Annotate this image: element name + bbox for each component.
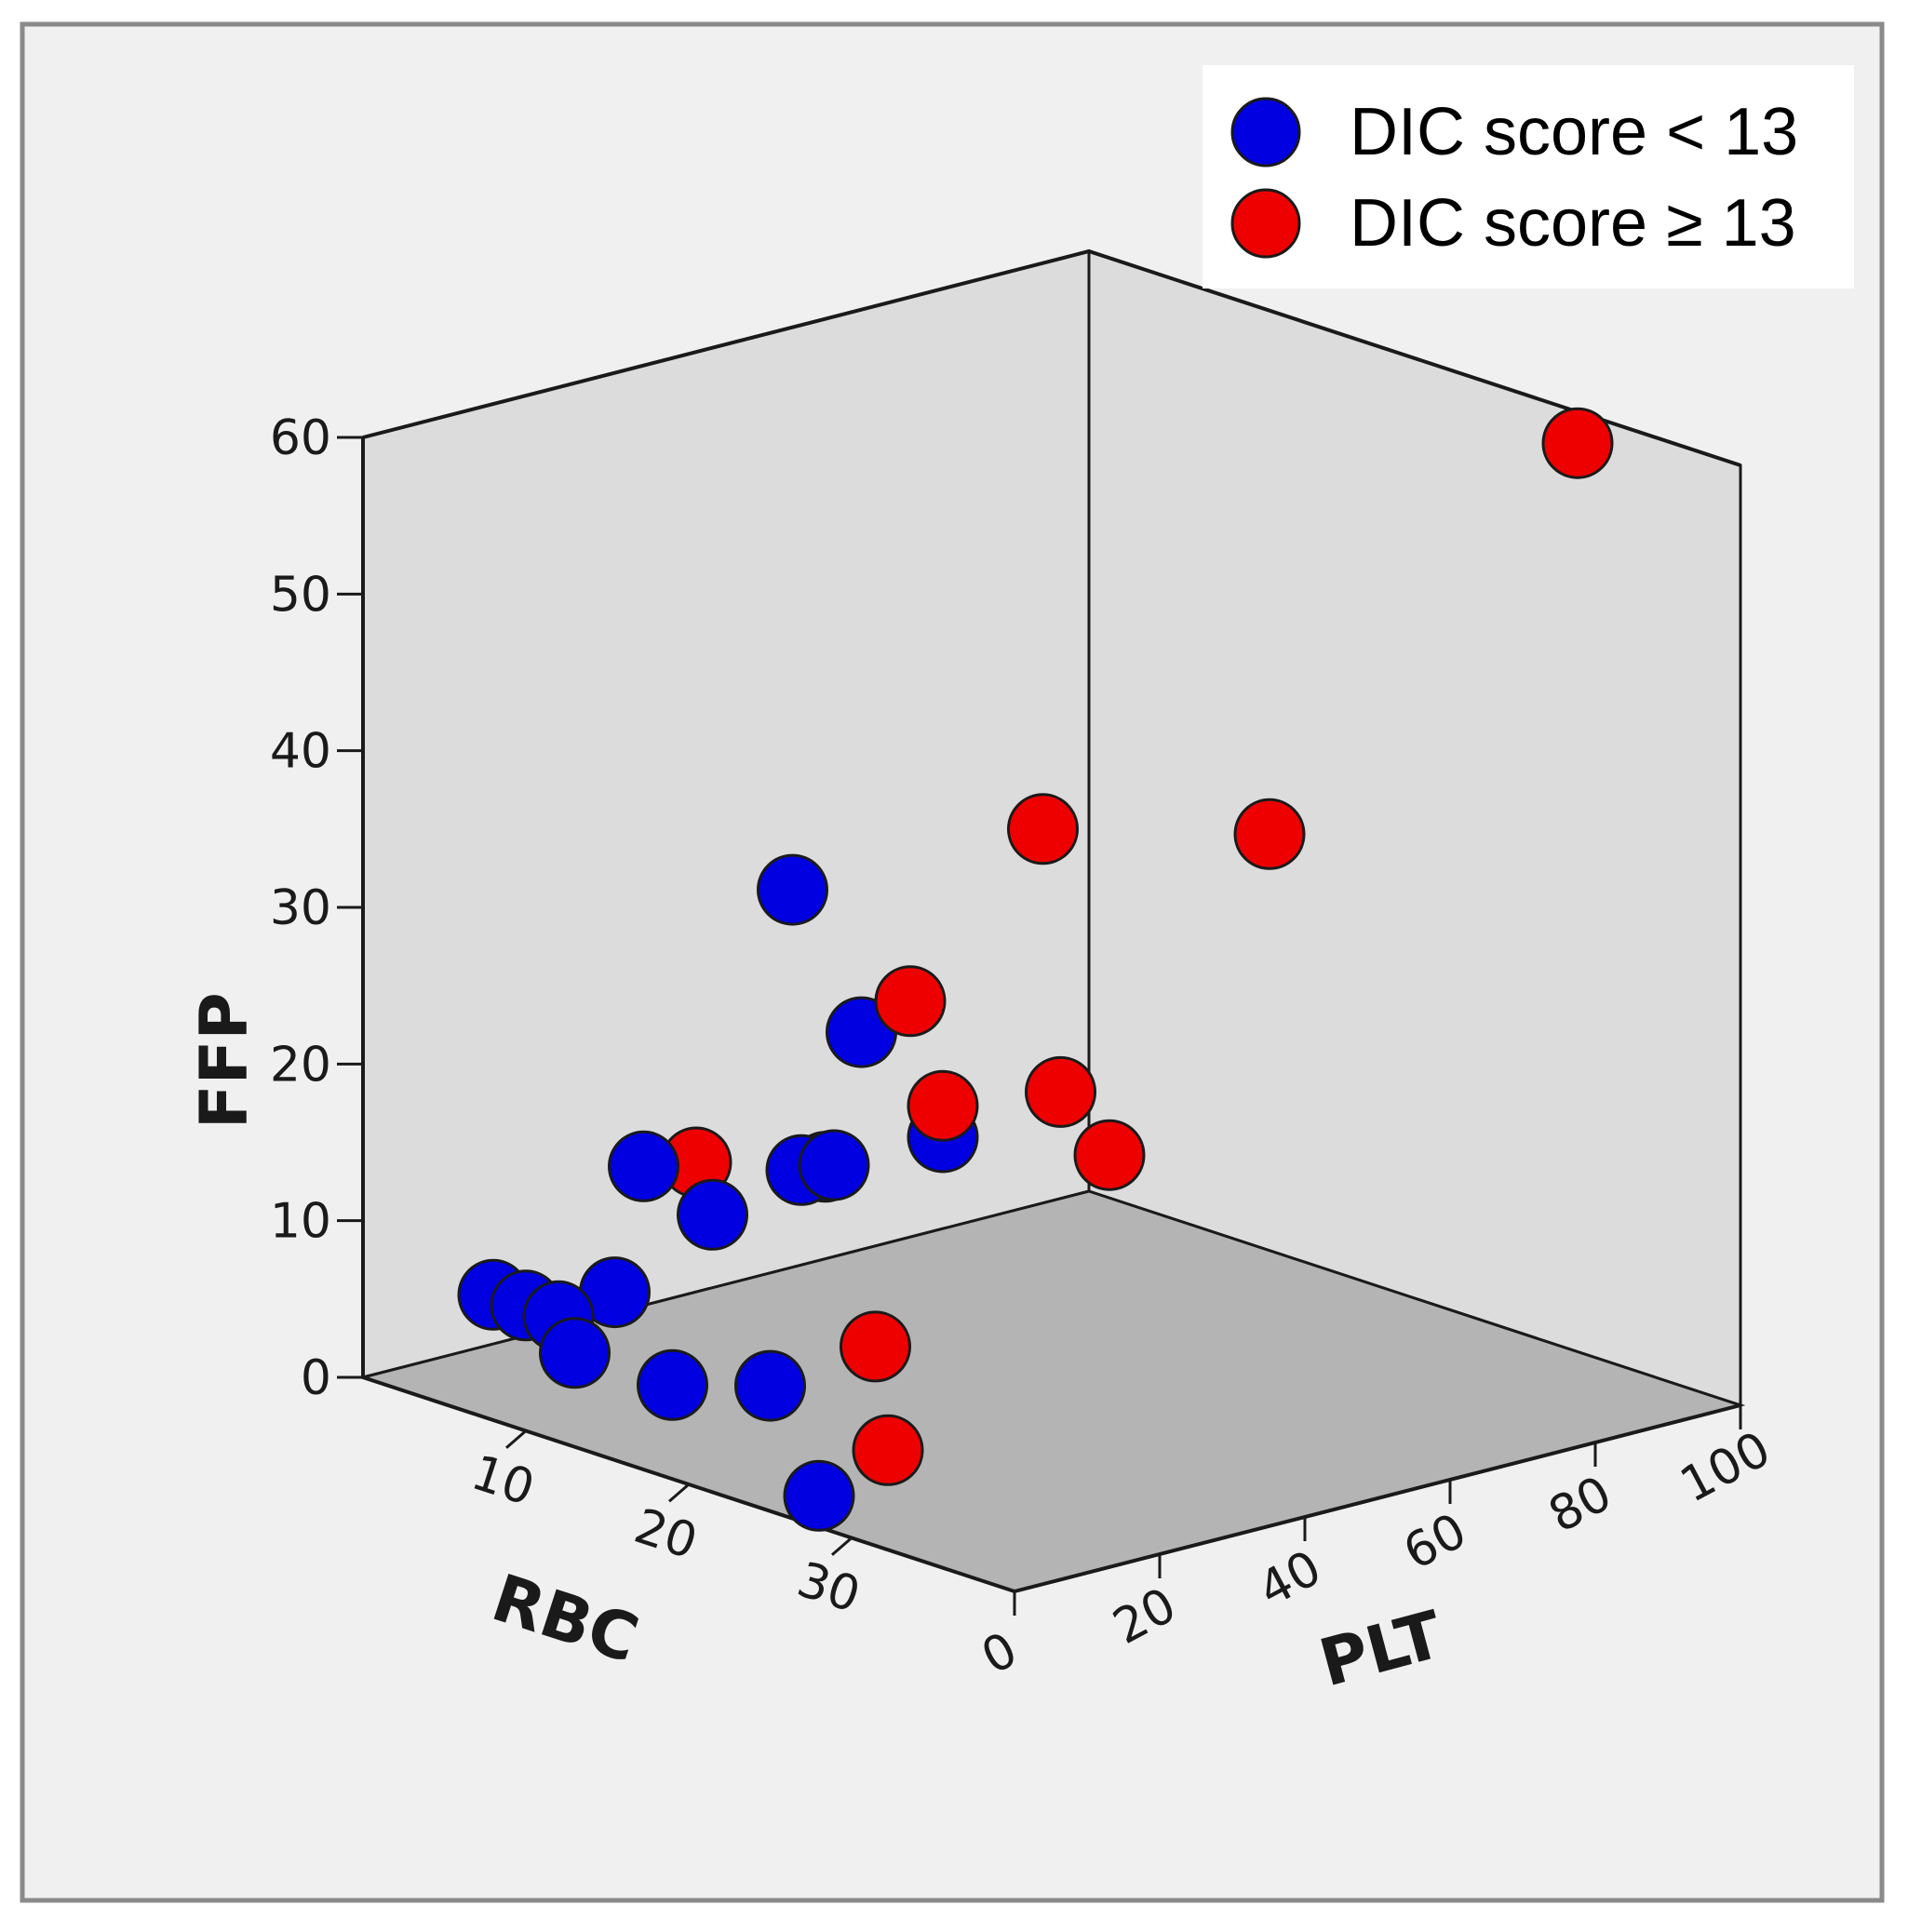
data-point-low [677, 1178, 748, 1251]
ffp-tick-label: 10 [270, 1194, 331, 1250]
plot-box [357, 248, 1746, 1593]
ffp-tick-label: 20 [270, 1037, 331, 1093]
data-point-high [1541, 407, 1614, 479]
data-point-low [734, 1349, 806, 1422]
top-edge [362, 248, 1741, 467]
legend: DIC score < 13 DIC score ≥ 13 [1203, 65, 1854, 288]
data-point-high [840, 1310, 911, 1383]
rbc-tick [505, 1429, 527, 1449]
data-point-high [1073, 1119, 1146, 1191]
ffp-tick-label: 30 [270, 880, 331, 936]
data-point-low [608, 1130, 679, 1202]
ffp-axis-title: FFP [186, 992, 262, 1129]
data-point-high [1233, 798, 1306, 870]
ffp-tick-label: 60 [270, 410, 331, 466]
data-point-high [852, 1414, 924, 1486]
data-point-low [798, 1129, 870, 1201]
rbc-tick [831, 1536, 853, 1556]
ffp-tick-label: 0 [301, 1350, 331, 1406]
ffp-tick-label: 40 [270, 724, 331, 780]
legend-box [1203, 65, 1854, 288]
data-points [457, 407, 1614, 1532]
data-point-low [757, 853, 828, 926]
data-point-low [539, 1317, 611, 1389]
data-point-high [874, 965, 947, 1038]
legend-label-high: DIC score ≥ 13 [1350, 186, 1796, 261]
rbc-tick [668, 1483, 690, 1503]
plt-axis-line [1014, 1403, 1741, 1593]
data-point-low [783, 1459, 855, 1532]
legend-marker-low [1230, 97, 1301, 168]
data-point-high [1025, 1055, 1096, 1128]
ffp-tick-label: 50 [270, 567, 331, 623]
legend-label-low: DIC score < 13 [1350, 95, 1798, 169]
data-point-low [637, 1348, 708, 1421]
data-point-high [1007, 793, 1079, 865]
legend-marker-high [1230, 188, 1301, 259]
data-point-high [907, 1069, 979, 1142]
